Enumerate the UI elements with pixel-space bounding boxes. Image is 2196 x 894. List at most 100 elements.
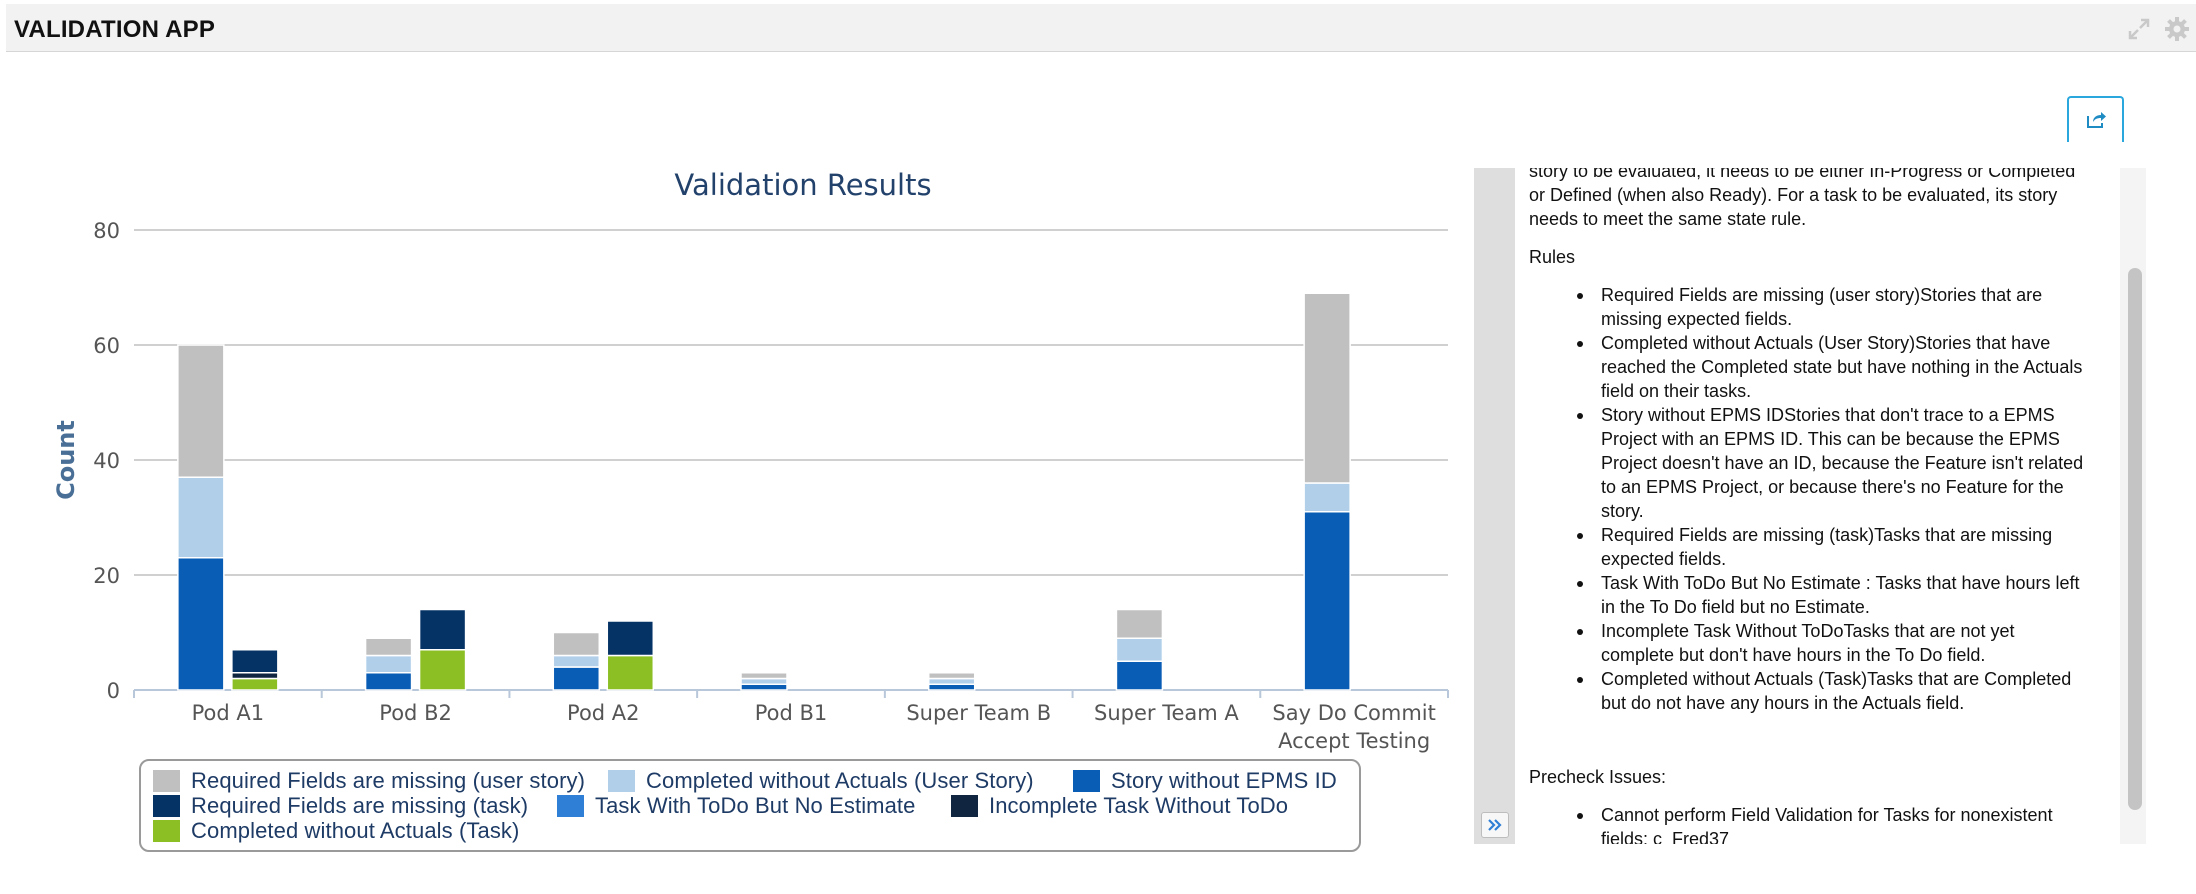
rules-title: Rules bbox=[1529, 247, 1576, 267]
bar-segment bbox=[418, 608, 467, 651]
bar-segment bbox=[740, 672, 788, 680]
rule-item: Completed without Actuals (Task)Tasks th… bbox=[1575, 667, 2089, 715]
legend-item[interactable]: Completed without Actuals (Task) bbox=[153, 818, 519, 844]
rule-item: Story without EPMS IDStories that don't … bbox=[1575, 403, 2089, 523]
legend-label: Incomplete Task Without ToDo bbox=[989, 793, 1289, 818]
legend-label: Required Fields are missing (user story) bbox=[191, 768, 586, 793]
legend-swatch bbox=[608, 770, 635, 792]
bar-segment bbox=[1115, 660, 1164, 691]
bar-segment bbox=[740, 683, 788, 691]
x-tick-label: Super Team B bbox=[906, 701, 1051, 725]
bar-segment bbox=[1303, 482, 1351, 513]
rule-item: Completed without Actuals (User Story)St… bbox=[1575, 331, 2089, 403]
legend-swatch bbox=[951, 795, 978, 817]
legend-label: Story without EPMS ID bbox=[1111, 768, 1337, 793]
chart-title: Validation Results bbox=[674, 168, 931, 202]
bar-segment bbox=[177, 344, 225, 478]
legend-label: Completed without Actuals (User Story) bbox=[646, 768, 1034, 793]
app-header: VALIDATION APP bbox=[6, 4, 2196, 52]
legend-item[interactable]: Required Fields are missing (user story) bbox=[153, 768, 585, 794]
bar-segment bbox=[927, 677, 976, 685]
bar-segment bbox=[552, 666, 601, 691]
intro-line: or Defined (when also Ready). For a task… bbox=[1529, 185, 2058, 205]
gear-icon[interactable] bbox=[2164, 16, 2190, 42]
collapse-panel-button[interactable] bbox=[1481, 812, 1509, 838]
bar-segment bbox=[552, 654, 601, 668]
rule-desc: Tasks that are missing expected fields. bbox=[1601, 525, 2053, 569]
panel-content: story to be evaluated, it needs to be ei… bbox=[1529, 168, 2089, 844]
bar-segment bbox=[364, 637, 413, 657]
rule-name: Incomplete Task Without ToDo bbox=[1601, 621, 1844, 641]
bar-segment bbox=[927, 683, 976, 691]
legend-item[interactable]: Required Fields are missing (task) bbox=[153, 793, 528, 819]
bar-segment bbox=[231, 649, 279, 674]
legend-item[interactable]: Task With ToDo But No Estimate bbox=[557, 793, 916, 819]
legend-label: Required Fields are missing (task) bbox=[191, 793, 529, 818]
expand-icon[interactable] bbox=[2126, 16, 2152, 42]
rule-desc: Stories that have reached the Completed … bbox=[1601, 333, 2083, 401]
bar-segment bbox=[231, 677, 279, 691]
precheck-list: Cannot perform Field Validation for Task… bbox=[1575, 803, 2089, 844]
bar-segment bbox=[927, 672, 976, 680]
precheck-item: Cannot perform Field Validation for Task… bbox=[1575, 803, 2089, 844]
y-tick-label: 0 bbox=[107, 679, 120, 703]
x-tick-label: Accept Testing bbox=[1278, 729, 1430, 753]
share-button[interactable] bbox=[2067, 96, 2124, 142]
double-chevron-right-icon bbox=[1488, 819, 1502, 831]
rule-desc: Tasks that are Completed but do not have… bbox=[1601, 669, 2072, 713]
rule-name: Completed without Actuals (Task) bbox=[1601, 669, 1868, 689]
y-tick-label: 40 bbox=[93, 449, 120, 473]
y-tick-label: 80 bbox=[93, 219, 120, 243]
x-tick-label: Super Team A bbox=[1094, 701, 1239, 725]
y-tick-label: 20 bbox=[93, 564, 120, 588]
legend-label: Completed without Actuals (Task) bbox=[191, 818, 520, 843]
legend-swatch bbox=[153, 795, 180, 817]
rule-name: Completed without Actuals (User Story) bbox=[1601, 333, 1916, 353]
legend-label: Task With ToDo But No Estimate bbox=[595, 793, 916, 818]
panel-gutter bbox=[1474, 168, 1515, 844]
x-tick-label: Say Do Commit bbox=[1272, 701, 1436, 725]
chart-svg: Validation Results Count 0 20 40 60 80 Pod A1 Po… bbox=[52, 168, 1449, 753]
x-tick-label: Pod B1 bbox=[755, 701, 828, 725]
app-title: VALIDATION APP bbox=[14, 16, 216, 43]
legend-swatch bbox=[557, 795, 584, 817]
bar-segment bbox=[1303, 292, 1351, 484]
rule-item: Required Fields are missing (user story)… bbox=[1575, 283, 2089, 331]
rule-item: Required Fields are missing (task)Tasks … bbox=[1575, 523, 2089, 571]
bar-segment bbox=[418, 649, 467, 691]
panel-scrollbar[interactable] bbox=[2120, 168, 2146, 844]
rule-item: Incomplete Task Without ToDoTasks that a… bbox=[1575, 619, 2089, 667]
legend-item[interactable]: Completed without Actuals (User Story) bbox=[608, 768, 1034, 794]
y-axis-label: Count bbox=[52, 420, 80, 500]
bar-segment bbox=[1115, 637, 1164, 662]
bar-segment bbox=[364, 654, 413, 674]
rule-name: Task With ToDo But No Estimate bbox=[1601, 573, 1861, 593]
rule-name: Required Fields are missing (task) bbox=[1601, 525, 1875, 545]
rule-desc: Stories that don't trace to a EPMS Proje… bbox=[1601, 405, 2084, 521]
chart-legend: Required Fields are missing (user story)… bbox=[139, 759, 1361, 852]
legend-swatch bbox=[1073, 770, 1100, 792]
legend-item[interactable]: Incomplete Task Without ToDo bbox=[951, 793, 1288, 819]
bar-segment bbox=[606, 620, 655, 657]
rule-name: Story without EPMS ID bbox=[1601, 405, 1785, 425]
x-tick-label: Pod A2 bbox=[567, 701, 640, 725]
legend-item[interactable]: Story without EPMS ID bbox=[1073, 768, 1337, 794]
bar-segment bbox=[1115, 608, 1164, 639]
rule-desc: Stories that are missing expected fields… bbox=[1601, 285, 2043, 329]
x-tick-label: Pod A1 bbox=[192, 701, 265, 725]
precheck-title: Precheck Issues: bbox=[1529, 767, 1667, 787]
rule-desc: : Tasks that have hours left in the To D… bbox=[1601, 573, 2080, 617]
x-tick-label: Pod B2 bbox=[379, 701, 452, 725]
scrollbar-thumb[interactable] bbox=[2128, 268, 2142, 810]
bar-segment bbox=[1303, 511, 1351, 691]
rule-name: Required Fields are missing (user story) bbox=[1601, 285, 1921, 305]
bar-segment bbox=[364, 672, 413, 691]
intro-line: needs to meet the same state rule. bbox=[1529, 209, 1807, 229]
rules-list: Required Fields are missing (user story)… bbox=[1575, 283, 2089, 715]
bar-segment bbox=[177, 557, 225, 691]
bar-segment bbox=[177, 476, 225, 559]
bar-segment bbox=[740, 677, 788, 685]
y-tick-label: 60 bbox=[93, 334, 120, 358]
panel-intro: story to be evaluated, it needs to be ei… bbox=[1529, 168, 2089, 231]
legend-swatch bbox=[153, 820, 180, 842]
